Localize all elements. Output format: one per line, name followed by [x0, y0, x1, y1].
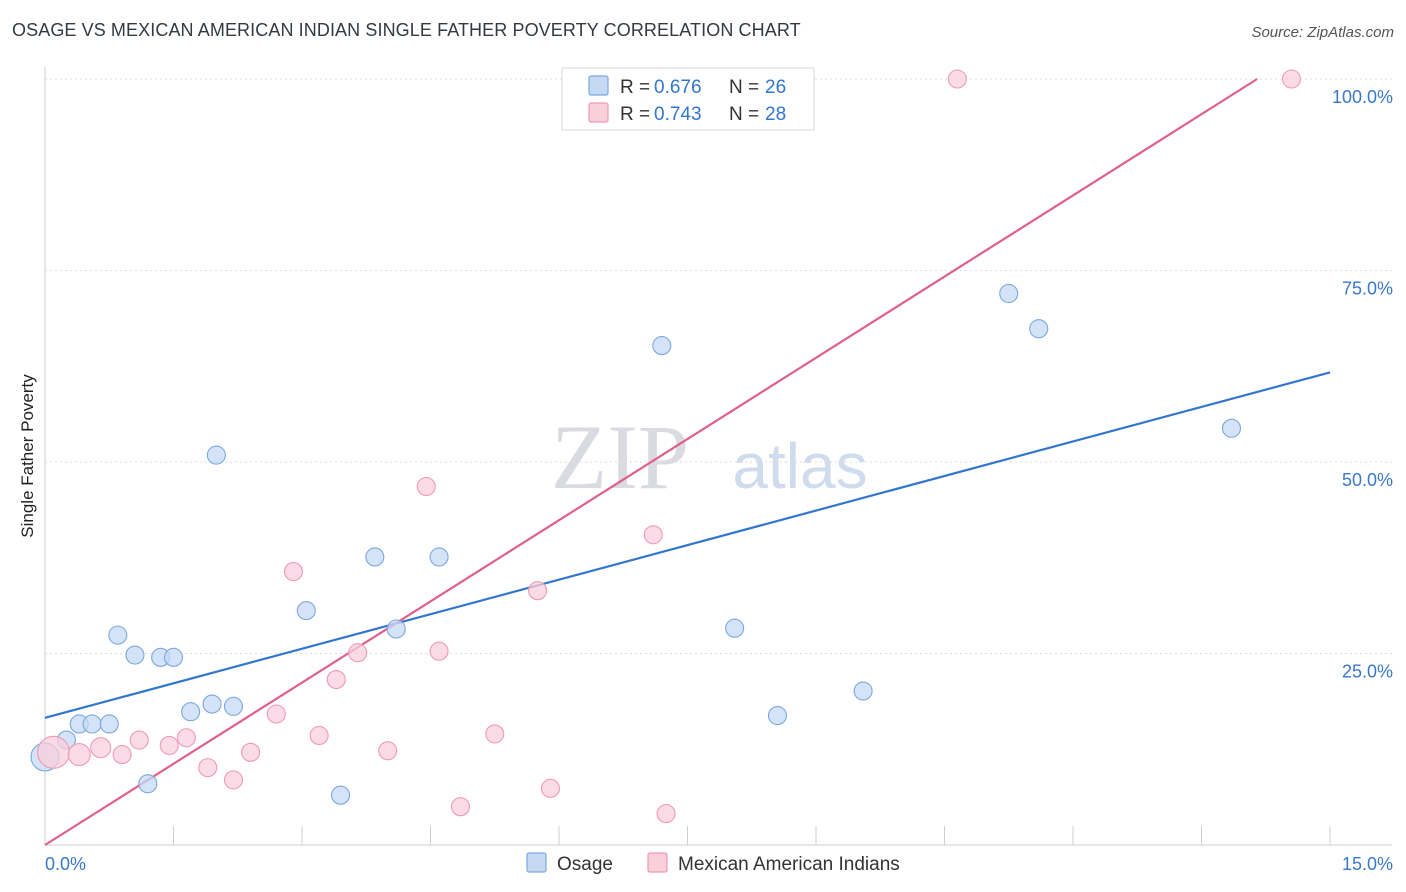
- osage-point: [999, 283, 1019, 304]
- mexican-trend-line: [44, 78, 1258, 846]
- axes: [44, 67, 1392, 846]
- mexican-point: [656, 804, 676, 824]
- mexican-point: [450, 797, 471, 817]
- osage-point: [82, 714, 102, 734]
- osage-point: [386, 619, 406, 639]
- mexican-point: [540, 778, 560, 798]
- osage-point: [365, 547, 385, 567]
- x-tick-label-max: 15.0%: [1342, 854, 1393, 874]
- osage-point: [223, 696, 244, 716]
- osage-point: [1221, 418, 1242, 438]
- chart-title: OSAGE VS MEXICAN AMERICAN INDIAN SINGLE …: [12, 20, 801, 40]
- mexican-point: [326, 669, 346, 690]
- osage-point: [853, 681, 873, 701]
- osage-point: [163, 647, 184, 667]
- y-tick-label: 100.0%: [1332, 87, 1393, 107]
- mexican-point: [176, 728, 196, 748]
- mexican-point: [159, 735, 179, 755]
- source-credit: Source: ZipAtlas.com: [1251, 24, 1394, 41]
- osage-point: [206, 445, 226, 465]
- osage-r-value: 0.676: [654, 77, 702, 98]
- osage-point: [330, 785, 351, 805]
- mexican-point: [485, 724, 505, 744]
- watermark: ZIP atlas: [551, 406, 868, 508]
- osage-point: [125, 645, 145, 665]
- data-points: [30, 69, 1301, 824]
- mexican-point: [90, 737, 112, 759]
- tick-labels: 25.0% 50.0% 75.0% 100.0% 0.0% 15.0%: [45, 87, 1393, 874]
- legend-osage-swatch: [526, 852, 547, 873]
- osage-n-label: N =: [729, 77, 759, 98]
- mexican-point: [266, 704, 286, 724]
- watermark-atlas: atlas: [732, 430, 867, 502]
- mexican-point: [223, 770, 244, 790]
- osage-n-value: 26: [765, 77, 786, 98]
- mexican-point: [378, 741, 398, 761]
- legend-mexican-swatch: [647, 852, 668, 873]
- mexican-point: [1281, 69, 1301, 89]
- mexican-point: [309, 725, 329, 746]
- mexican-swatch: [588, 102, 609, 123]
- mexican-point: [67, 743, 91, 767]
- osage-point: [202, 694, 222, 714]
- mexican-point: [241, 742, 261, 762]
- mexican-point: [643, 525, 663, 545]
- mexican-point: [112, 745, 132, 765]
- trend-lines: [44, 78, 1331, 846]
- y-tick-label: 50.0%: [1342, 470, 1393, 490]
- osage-r-label: R =: [620, 77, 650, 98]
- mexican-point: [198, 758, 218, 778]
- osage-point: [181, 702, 201, 722]
- mexican-point: [416, 476, 436, 497]
- osage-trend-line: [44, 371, 1331, 719]
- mexican-r-value: 0.743: [654, 104, 702, 125]
- osage-point: [429, 547, 449, 567]
- watermark-zip: ZIP: [551, 406, 689, 508]
- osage-point: [138, 774, 158, 794]
- gridlines: [45, 78, 1392, 654]
- mexican-point: [528, 581, 548, 601]
- stats-legend: R = 0.676 N = 26 R = 0.743 N = 28: [561, 67, 815, 131]
- mexican-r-label: R =: [620, 104, 650, 125]
- mexican-point: [37, 735, 71, 769]
- mexican-point: [348, 643, 368, 663]
- mexican-point: [429, 641, 449, 661]
- osage-point: [99, 714, 119, 734]
- osage-point: [108, 625, 128, 645]
- mexican-n-value: 28: [765, 104, 786, 125]
- mexican-n-label: N =: [729, 104, 759, 125]
- mexican-point: [947, 69, 967, 89]
- osage-point: [296, 601, 316, 621]
- y-tick-label: 75.0%: [1342, 279, 1393, 299]
- y-tick-label: 25.0%: [1342, 662, 1393, 682]
- mexican-point: [283, 561, 303, 582]
- osage-point: [1029, 319, 1049, 339]
- x-tick-label-min: 0.0%: [45, 854, 86, 874]
- legend-mexican-label: Mexican American Indians: [678, 854, 900, 875]
- osage-point: [652, 336, 672, 356]
- series-legend: Osage Mexican American Indians: [526, 852, 900, 875]
- osage-point: [725, 618, 745, 638]
- mexican-point: [129, 730, 149, 750]
- osage-swatch: [588, 75, 609, 96]
- osage-point: [767, 705, 788, 726]
- legend-osage-label: Osage: [557, 854, 613, 875]
